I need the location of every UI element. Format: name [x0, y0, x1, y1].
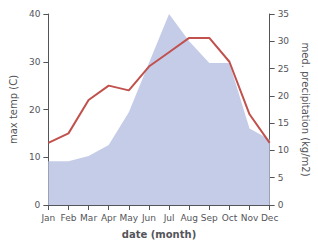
svg-text:10: 10 — [278, 145, 290, 155]
svg-text:May: May — [120, 213, 139, 223]
svg-text:40: 40 — [29, 9, 41, 19]
svg-text:max temp (C): max temp (C) — [8, 75, 19, 144]
svg-text:med. precipitation (kg/m2): med. precipitation (kg/m2) — [300, 42, 311, 176]
svg-text:10: 10 — [29, 152, 41, 162]
svg-text:15: 15 — [278, 118, 289, 128]
svg-text:Dec: Dec — [261, 213, 278, 223]
svg-text:Sep: Sep — [201, 213, 218, 223]
svg-text:Feb: Feb — [61, 213, 77, 223]
svg-text:0: 0 — [278, 200, 284, 210]
svg-text:5: 5 — [278, 173, 284, 183]
svg-text:Nov: Nov — [241, 213, 259, 223]
svg-text:date (month): date (month) — [122, 229, 196, 240]
svg-text:Mar: Mar — [80, 213, 97, 223]
svg-text:30: 30 — [29, 57, 41, 67]
svg-text:Jul: Jul — [163, 213, 175, 223]
svg-text:20: 20 — [278, 91, 290, 101]
svg-text:25: 25 — [278, 64, 289, 74]
svg-text:Jan: Jan — [40, 213, 55, 223]
svg-text:30: 30 — [278, 36, 290, 46]
svg-text:Apr: Apr — [101, 213, 117, 223]
svg-text:Oct: Oct — [222, 213, 238, 223]
svg-text:0: 0 — [35, 200, 41, 210]
svg-text:Aug: Aug — [180, 213, 198, 223]
svg-text:35: 35 — [278, 9, 289, 19]
svg-text:Jun: Jun — [141, 213, 156, 223]
svg-text:20: 20 — [29, 105, 41, 115]
